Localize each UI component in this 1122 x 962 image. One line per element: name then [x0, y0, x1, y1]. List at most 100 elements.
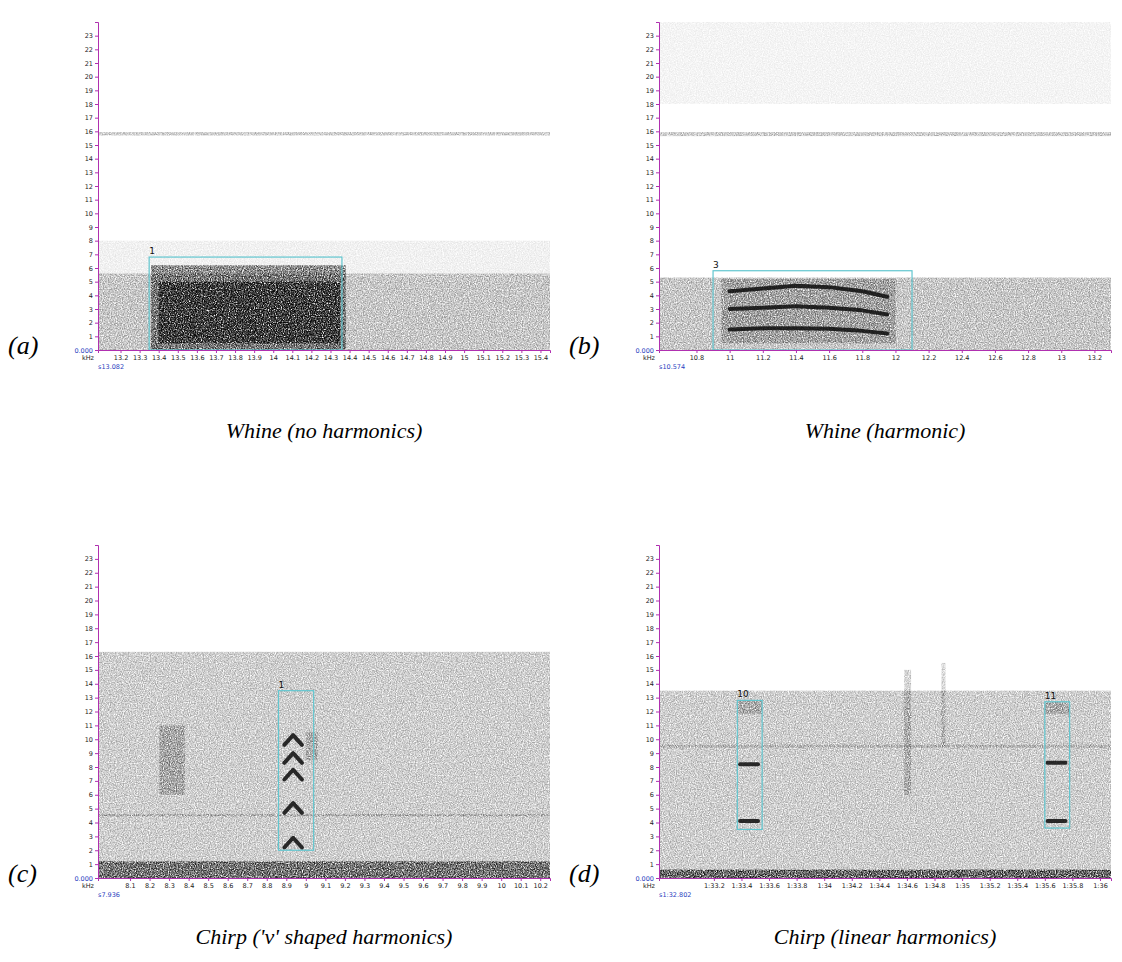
x-tick: 1:33.4 [732, 878, 753, 890]
y-tick-label: 13 [646, 694, 654, 702]
y-tick: 15 [85, 142, 98, 150]
x-tick-mark [962, 878, 963, 881]
y-tick: 10 [646, 210, 659, 218]
y-tick-mark [656, 90, 659, 91]
y-tick-mark [656, 559, 659, 560]
y-tick: 15 [646, 142, 659, 150]
x-tick: 8.1 [125, 878, 135, 890]
y-tick: 5 [650, 278, 659, 286]
y-tick-mark [656, 241, 659, 242]
y-tick-label: 15 [85, 142, 93, 150]
y-tick: 12 [85, 708, 98, 716]
y-tick-mark [95, 213, 98, 214]
y-tick-mark [656, 795, 659, 796]
x-tick-mark [1072, 878, 1073, 881]
y-tick-label: 20 [85, 73, 93, 81]
x-tick: 1:35.6 [1035, 878, 1056, 890]
y-tick-mark [95, 656, 98, 657]
harmonic-track [740, 819, 758, 823]
y-tick: 11 [85, 196, 98, 204]
x-tick: 1:36 [1093, 878, 1108, 890]
x-tick-label: 13.9 [247, 354, 261, 362]
y-tick-mark [95, 767, 98, 768]
x-tick-label: 11 [726, 354, 734, 362]
y-tick: 14 [646, 680, 659, 688]
y-tick-label: 19 [85, 611, 93, 619]
x-tick-mark [121, 350, 122, 353]
x-tick-mark [325, 878, 326, 881]
x-tick-mark [445, 350, 446, 353]
y-tick-mark [656, 767, 659, 768]
y-tick: 8 [89, 764, 98, 772]
x-tick: 14.8 [419, 350, 433, 362]
x-tick-label: 1:34.4 [869, 882, 890, 890]
y-tick-mark [656, 254, 659, 255]
x-tick: 12.2 [922, 350, 936, 362]
y-axis-line [656, 546, 660, 879]
y-tick: 19 [646, 611, 659, 619]
y-tick: 17 [85, 114, 98, 122]
x-tick: 13.2 [1088, 350, 1102, 362]
y-tick-mark [656, 753, 659, 754]
y-tick-mark [656, 781, 659, 782]
y-tick-mark [656, 601, 659, 602]
y-tick: 4 [89, 292, 98, 300]
y-tick-mark [95, 725, 98, 726]
x-tick: 13.4 [152, 350, 166, 362]
x-tick-label: 1:34.8 [925, 882, 946, 890]
x-tick-label: 11.6 [822, 354, 836, 362]
y-tick-label: 11 [646, 722, 654, 730]
x-tick-mark [696, 350, 697, 353]
x-tick-mark [829, 350, 830, 353]
y-tick-label: 2 [89, 847, 93, 855]
x-tick-label: 14.2 [305, 354, 319, 362]
x-tick-label: 13 [1058, 354, 1066, 362]
x-tick: 13.2 [114, 350, 128, 362]
x-tick: 8.3 [164, 878, 174, 890]
x-tick-label: 12.8 [1021, 354, 1035, 362]
y-tick-label: 3 [650, 833, 654, 841]
x-tick-label: 13.5 [171, 354, 185, 362]
y-tick: 13 [85, 694, 98, 702]
y-tick-label: 10 [646, 210, 654, 218]
y-tick-mark [656, 739, 659, 740]
x-tick-mark [1061, 350, 1062, 353]
y-tick: 11 [646, 722, 659, 730]
y-tick-label: 22 [85, 569, 93, 577]
y-tick-mark [95, 36, 98, 37]
x-tick: 9.5 [399, 878, 409, 890]
harmonic-track [284, 770, 302, 780]
x-tick-label: 13.7 [209, 354, 223, 362]
x-tick-mark [482, 878, 483, 881]
y-tick: 21 [646, 583, 659, 591]
x-tick: 1:35.8 [1062, 878, 1083, 890]
x-tick-label: 11.4 [789, 354, 803, 362]
x-tick-label: 14.7 [400, 354, 414, 362]
spectral-energy [659, 691, 1111, 878]
x-tick-label: 14.3 [324, 354, 338, 362]
y-tick: 17 [85, 639, 98, 647]
y-tick-label: 11 [85, 196, 93, 204]
x-tick-label: 8.2 [145, 882, 155, 890]
y-tick-mark [95, 104, 98, 105]
y-tick-mark [95, 200, 98, 201]
x-tick-label: 1:34.6 [897, 882, 918, 890]
y-tick-mark [656, 336, 659, 337]
y-tick-label: 19 [85, 87, 93, 95]
y-tick-label: 7 [89, 251, 93, 259]
x-tick-mark [443, 878, 444, 881]
y-tick: 16 [646, 128, 659, 136]
x-tick-label: 9.6 [418, 882, 428, 890]
y-tick-mark [95, 336, 98, 337]
x-tick-label: 13.3 [133, 354, 147, 362]
x-tick-mark [369, 350, 370, 353]
y-tick-label: 23 [85, 555, 93, 563]
selection-label: 1 [149, 246, 155, 256]
x-tick-label: 14.5 [362, 354, 376, 362]
x-tick-mark [1045, 878, 1046, 881]
y-tick-mark [95, 90, 98, 91]
y-tick-mark [95, 878, 98, 879]
x-tick: 13 [1058, 350, 1066, 362]
y-tick-mark [656, 131, 659, 132]
y-tick: 6 [89, 265, 98, 273]
